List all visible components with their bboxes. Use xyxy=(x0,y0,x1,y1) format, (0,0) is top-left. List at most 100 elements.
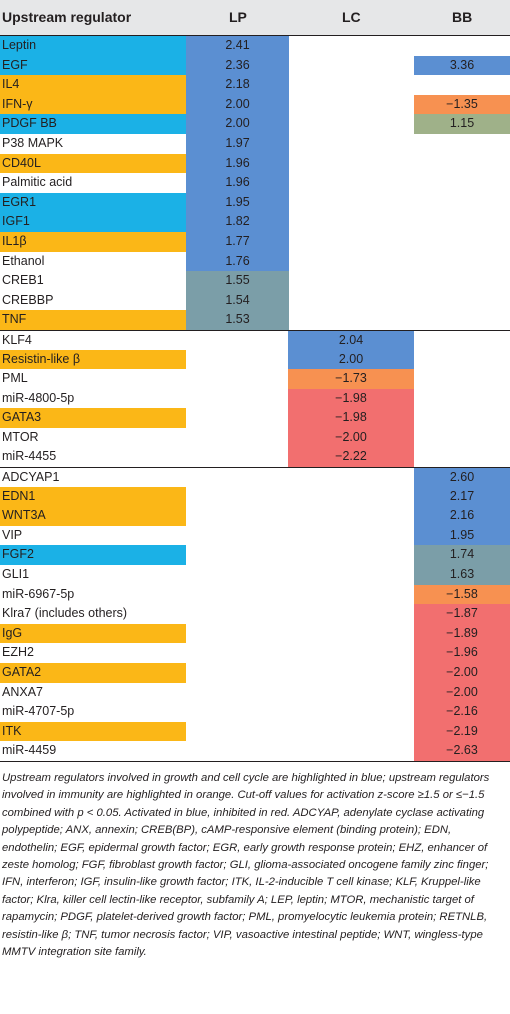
lp-value-cell xyxy=(186,447,289,467)
bb-value-cell: 2.17 xyxy=(414,486,510,507)
table-row: TNF 1.53 xyxy=(0,310,510,330)
lc-value-cell: 2.04 xyxy=(288,329,414,350)
bb-value-cell: 1.74 xyxy=(414,545,510,566)
lc-value-cell xyxy=(288,585,414,605)
regulator-name: miR-6967-5p xyxy=(2,586,75,601)
bb-value-cell xyxy=(414,154,510,174)
regulator-name: PML xyxy=(2,371,28,386)
bb-value-cell: 1.15 xyxy=(414,114,510,134)
lc-value-cell xyxy=(288,722,414,742)
lp-value-cell: 1.53 xyxy=(186,310,289,330)
lc-value-cell xyxy=(288,467,414,487)
regulator-name: FGF2 xyxy=(0,545,186,566)
table-row: CREB1 1.55 xyxy=(0,271,510,291)
lc-value-cell xyxy=(288,134,414,154)
header-lc: LC xyxy=(342,9,361,25)
bb-value-cell xyxy=(414,173,510,193)
lc-value-cell xyxy=(288,624,414,644)
bb-value-cell: −2.19 xyxy=(414,721,510,742)
regulator-name: PDGF BB xyxy=(0,114,186,134)
table-row: FGF2 1.74 xyxy=(0,545,510,566)
lc-value-cell xyxy=(288,173,414,193)
header-lp: LP xyxy=(229,9,247,25)
lp-value-cell xyxy=(186,329,289,350)
table-header: Upstream regulator LP LC BB xyxy=(0,0,510,36)
regulator-name: Palmitic acid xyxy=(2,175,73,190)
table-row: IgG −1.89 xyxy=(0,623,510,644)
table-row: PML −1.73 xyxy=(0,369,510,389)
regulator-name: TNF xyxy=(0,310,186,330)
lc-value-cell xyxy=(288,702,414,722)
regulator-name: IL1β xyxy=(0,231,186,252)
regulator-name: IgG xyxy=(0,623,186,644)
lc-value-cell xyxy=(288,604,414,624)
bb-value-cell xyxy=(414,193,510,213)
lc-value-cell: −1.73 xyxy=(288,369,414,389)
table-row: miR-4455 −2.22 xyxy=(0,447,510,468)
table-row: IL1β 1.77 xyxy=(0,231,510,252)
table-row: ITK −2.19 xyxy=(0,721,510,742)
regulator-name: VIP xyxy=(2,527,23,542)
regulator-name: miR-4707-5p xyxy=(2,704,75,719)
lc-value-cell xyxy=(288,232,414,252)
bb-value-cell: −2.16 xyxy=(414,702,510,722)
regulator-name: ADCYAP1 xyxy=(0,467,186,487)
regulator-name: ITK xyxy=(0,721,186,742)
regulator-name: WNT3A xyxy=(0,506,186,526)
lp-value-cell: 1.82 xyxy=(186,212,289,232)
table-bottom-rule xyxy=(0,760,510,762)
lp-value-cell xyxy=(186,663,289,683)
lp-value-cell xyxy=(186,467,289,487)
table-row: miR-4800-5p −1.98 xyxy=(0,388,510,409)
lp-value-cell xyxy=(186,428,289,448)
lc-value-cell xyxy=(288,643,414,663)
lc-value-cell: −2.00 xyxy=(288,427,414,448)
table-row: CD40L 1.96 xyxy=(0,153,510,174)
lc-value-cell: −1.98 xyxy=(288,408,414,428)
regulator-name: EDN1 xyxy=(0,486,186,507)
bb-value-cell xyxy=(414,369,510,389)
lc-value-cell: 2.00 xyxy=(288,349,414,370)
lp-value-cell: 1.54 xyxy=(186,290,289,311)
table-row: PDGF BB 2.00 1.15 xyxy=(0,114,510,134)
bb-value-cell xyxy=(414,134,510,154)
regulator-name: EGR1 xyxy=(0,192,186,213)
regulator-name: Ethanol xyxy=(2,253,45,268)
bb-value-cell xyxy=(414,75,510,95)
bb-value-cell xyxy=(414,447,510,467)
table-footnote: Upstream regulators involved in growth a… xyxy=(2,771,490,959)
lc-value-cell xyxy=(288,565,414,585)
regulator-name: Klra7 (includes others) xyxy=(2,606,128,621)
lc-value-cell: −1.98 xyxy=(288,388,414,409)
lc-value-cell xyxy=(288,212,414,232)
lc-value-cell xyxy=(288,506,414,526)
bb-value-cell xyxy=(414,389,510,409)
lp-value-cell xyxy=(186,702,289,722)
lc-value-cell xyxy=(288,114,414,134)
regulator-name: P38 MAPK xyxy=(2,135,64,150)
table-row: ADCYAP1 2.60 xyxy=(0,467,510,487)
lp-value-cell: 1.55 xyxy=(186,271,289,291)
lp-value-cell xyxy=(186,408,289,428)
bb-value-cell: 2.60 xyxy=(414,467,510,487)
table-row: GATA2 −2.00 xyxy=(0,663,510,683)
regulator-name: EZH2 xyxy=(2,645,34,660)
regulator-name: ANXA7 xyxy=(2,684,43,699)
lc-value-cell xyxy=(288,36,414,56)
lc-value-cell xyxy=(288,545,414,565)
bb-value-cell: 3.36 xyxy=(414,55,510,76)
bb-value-cell: −1.87 xyxy=(414,604,510,624)
table-row: KLF4 2.04 xyxy=(0,329,510,350)
lc-value-cell xyxy=(288,741,414,761)
regulator-name: Leptin xyxy=(0,36,186,56)
table-row: Resistin-like β 2.00 xyxy=(0,349,510,370)
lp-value-cell xyxy=(186,722,289,742)
lc-value-cell xyxy=(288,154,414,174)
bb-value-cell xyxy=(414,329,510,350)
lc-value-cell xyxy=(288,487,414,507)
bb-value-cell: −2.63 xyxy=(414,741,510,761)
regulator-name: CREBBP xyxy=(2,292,54,307)
regulator-name: MTOR xyxy=(2,429,39,444)
regulator-name: IGF1 xyxy=(0,212,186,232)
table-row: EGR1 1.95 xyxy=(0,192,510,213)
